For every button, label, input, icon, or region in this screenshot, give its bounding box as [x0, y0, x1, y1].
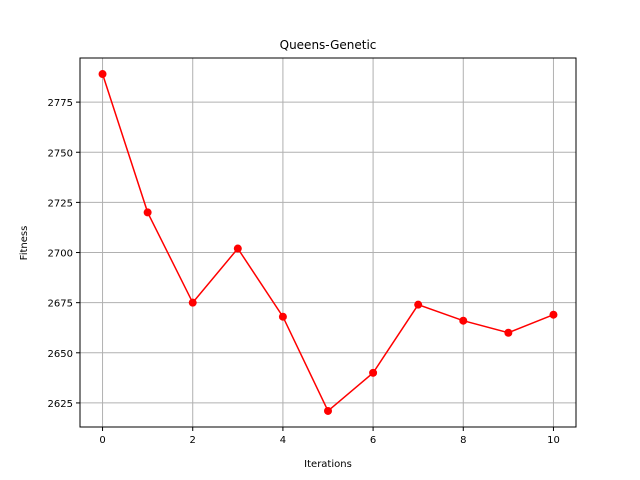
data-point	[414, 300, 423, 309]
plot-frame	[79, 57, 577, 428]
series-layer	[98, 70, 558, 415]
data-point	[98, 70, 107, 79]
data-point	[188, 298, 197, 307]
x-tick-label: 6	[370, 435, 376, 446]
y-tick-label: 2750	[48, 148, 73, 159]
chart-title: Queens-Genetic	[280, 38, 377, 52]
x-tick-label: 8	[460, 435, 466, 446]
data-point	[233, 244, 242, 253]
x-tick-label: 10	[547, 435, 560, 446]
y-axis-label: Fitness	[19, 226, 30, 261]
data-point	[369, 368, 378, 377]
data-point	[549, 310, 558, 319]
y-tick-label: 2675	[48, 299, 73, 310]
y-tick-label: 2650	[48, 349, 73, 360]
data-point	[143, 208, 152, 217]
x-tick-label: 4	[280, 435, 286, 446]
y-tick-label: 2775	[48, 98, 73, 109]
data-point	[504, 328, 513, 337]
x-tick-label: 2	[190, 435, 196, 446]
axis-ticks: 0 2 4 6 8 10 2625 2650 2675 2700 2725 2750 2775	[48, 98, 560, 446]
x-axis-label: Iterations	[304, 459, 352, 470]
data-point	[324, 406, 332, 415]
y-tick-label: 2625	[48, 399, 73, 410]
x-tick-label: 0	[99, 435, 105, 446]
y-tick-label: 2700	[48, 249, 73, 260]
grid-lines	[80, 58, 576, 427]
data-point	[278, 312, 287, 321]
data-point	[459, 316, 468, 325]
y-tick-label: 2725	[48, 198, 73, 209]
